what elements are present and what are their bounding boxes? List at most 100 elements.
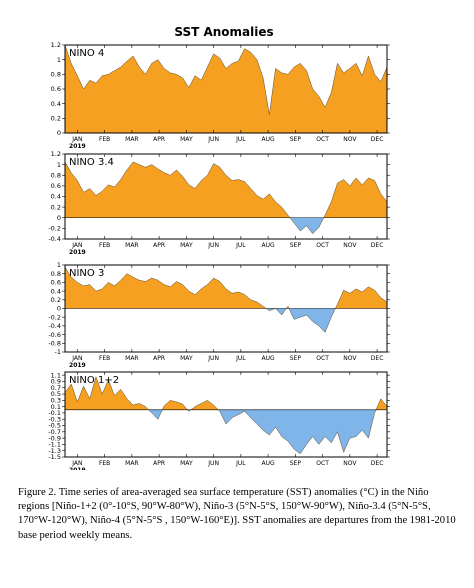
nino-3-ytick-label: 0.6 bbox=[51, 279, 61, 287]
nino-3-negative-area bbox=[65, 308, 387, 333]
nino-1-2-xtick-label: AUG bbox=[262, 460, 275, 467]
nino-3-4-xtick-label: JUN bbox=[207, 242, 219, 249]
nino-3-ytick-label: -0.2 bbox=[48, 313, 61, 321]
nino-4-xtick-label: DEC bbox=[371, 136, 384, 143]
nino-4-xtick-label: NOV bbox=[343, 136, 357, 143]
chart-title: SST Anomalies bbox=[174, 25, 273, 39]
nino-3-xtick-label: JUN bbox=[207, 355, 219, 362]
nino-3-4-xtick-label: NOV bbox=[343, 242, 357, 249]
nino-1-2-negative-area bbox=[65, 409, 387, 454]
nino-3-4-ytick-label: 0.4 bbox=[51, 193, 61, 201]
figure-caption: Figure 2. Time series of area-averaged s… bbox=[18, 487, 456, 541]
nino-1-2-ytick-label: 0.1 bbox=[51, 403, 61, 411]
nino-1-2-xtick-label: FEB bbox=[99, 460, 110, 467]
nino-4-ytick-label: 0.8 bbox=[51, 71, 61, 79]
nino-1-2-ytick-label: -0.9 bbox=[48, 434, 61, 442]
nino-3-4-ytick-label: 0.8 bbox=[51, 171, 61, 179]
nino-4-xtick-label: OCT bbox=[316, 136, 329, 143]
nino-4-xtick-label: AUG bbox=[262, 136, 275, 143]
nino-3-4-xtick-label: SEP bbox=[290, 242, 302, 249]
nino-3-4-positive-area bbox=[65, 161, 387, 218]
nino-1-2-ytick-label: -0.1 bbox=[48, 409, 61, 417]
nino-1-2-xtick-label: JUN bbox=[207, 460, 219, 467]
nino-3-4-xtick-label: MAY bbox=[180, 242, 193, 249]
nino-3-xtick-label: MAY bbox=[180, 355, 193, 362]
nino-3-xtick-label: JAN bbox=[71, 355, 82, 362]
nino-1-2-xtick-label: SEP bbox=[290, 460, 302, 467]
nino-1-2-ytick-label: -1.5 bbox=[48, 453, 61, 461]
nino-4-ytick-label: 0.4 bbox=[51, 100, 61, 108]
nino-4-year-label: 2019 bbox=[69, 143, 86, 150]
nino-3-4-xtick-label: AUG bbox=[262, 242, 275, 249]
nino-3-4-ytick-label: -0.2 bbox=[48, 225, 61, 233]
nino-3-xtick-label: SEP bbox=[290, 355, 302, 362]
nino-1-2-xtick-label: APR bbox=[153, 460, 165, 467]
nino-3-4-ytick-label: 0.6 bbox=[51, 182, 61, 190]
nino-1-2-ytick-label: -0.3 bbox=[48, 415, 61, 423]
nino-3-4-series-line bbox=[65, 161, 387, 235]
nino-1-2-series-line bbox=[65, 375, 387, 455]
nino-4-ytick-label: 0 bbox=[57, 129, 61, 137]
nino-3-4-xtick-label: MAR bbox=[125, 242, 138, 249]
nino-4-xtick-label: FEB bbox=[99, 136, 110, 143]
nino-3-4-ytick-label: 0.2 bbox=[51, 203, 61, 211]
nino-1-2-plot-frame bbox=[64, 371, 388, 458]
nino-1-2-positive-area bbox=[65, 376, 387, 410]
nino-3-4-year-label: 2019 bbox=[69, 249, 86, 256]
nino-3-ytick-label: 1 bbox=[57, 261, 61, 269]
nino-1-2-ytick-label: 1.1 bbox=[51, 371, 61, 379]
nino-3-positive-area bbox=[65, 267, 387, 309]
nino-3-ytick-label: -0.4 bbox=[48, 322, 61, 330]
nino-3-4-ytick-label: 1 bbox=[57, 161, 61, 169]
nino-4-ytick-label: 0.2 bbox=[51, 115, 61, 123]
nino-4-ytick-label: 1 bbox=[57, 56, 61, 64]
nino-4-ytick-label: 0.6 bbox=[51, 85, 61, 93]
nino-3-xtick-label: DEC bbox=[371, 355, 384, 362]
nino-3-4-xtick-label: FEB bbox=[99, 242, 110, 249]
nino-1-2-ytick-label: -1.1 bbox=[48, 441, 61, 449]
nino-1-2-xtick-label: MAY bbox=[180, 460, 193, 467]
nino-1-2-ytick-label: 0.9 bbox=[51, 378, 61, 386]
nino-1-2-year-label: 2019 bbox=[69, 467, 86, 470]
nino-1-2-xtick-label: JAN bbox=[71, 460, 82, 467]
nino-4-positive-area bbox=[65, 45, 387, 133]
nino-4-panel-label: NINO 4 bbox=[69, 48, 104, 59]
nino-3-xtick-label: FEB bbox=[99, 355, 110, 362]
nino-4-xtick-label: MAR bbox=[125, 136, 138, 143]
nino-3-ytick-label: 0.2 bbox=[51, 296, 61, 304]
nino-4-xtick-label: JAN bbox=[71, 136, 82, 143]
nino-3-4-panel-label: NINO 3.4 bbox=[69, 157, 114, 168]
nino-3-panel-label: NINO 3 bbox=[69, 268, 104, 279]
nino-3-4-ytick-label: 1.2 bbox=[51, 150, 61, 158]
nino-4-xtick-label: JUL bbox=[235, 136, 246, 143]
nino-3-year-label: 2019 bbox=[69, 362, 86, 369]
nino-3-xtick-label: AUG bbox=[262, 355, 275, 362]
nino-4-ytick-label: 1.2 bbox=[51, 41, 61, 49]
nino-3-4-ytick-label: -0.4 bbox=[48, 235, 61, 243]
nino-3-ytick-label: -0.6 bbox=[48, 331, 61, 339]
nino-3-4-xtick-label: JUL bbox=[235, 242, 246, 249]
nino-3-series-line bbox=[65, 267, 387, 333]
nino-3-4-ytick-label: 0 bbox=[57, 214, 61, 222]
nino-3-xtick-label: JUL bbox=[235, 355, 246, 362]
nino-4-xtick-label: JUN bbox=[207, 136, 219, 143]
nino-1-2-ytick-label: -1.3 bbox=[48, 447, 61, 455]
nino-3-xtick-label: OCT bbox=[316, 355, 329, 362]
nino-3-ytick-label: 0.4 bbox=[51, 287, 61, 295]
nino-3-4-negative-area bbox=[65, 217, 387, 234]
nino-1-2-ytick-label: -0.5 bbox=[48, 422, 61, 430]
nino-1-2-xtick-label: OCT bbox=[316, 460, 329, 467]
nino-3-ytick-label: -0.8 bbox=[48, 340, 61, 348]
nino-4-xtick-label: APR bbox=[153, 136, 165, 143]
nino-1-2-ytick-label: -0.7 bbox=[48, 428, 61, 436]
nino-1-2-ytick-label: 0.3 bbox=[51, 397, 61, 405]
nino-1-2-xtick-label: MAR bbox=[125, 460, 138, 467]
nino-1-2-ytick-label: 0.5 bbox=[51, 390, 61, 398]
nino-4-xtick-label: MAY bbox=[180, 136, 193, 143]
nino-3-ytick-label: -1 bbox=[55, 348, 61, 356]
nino-1-2-xtick-label: JUL bbox=[235, 460, 246, 467]
nino-1-2-xtick-label: DEC bbox=[371, 460, 384, 467]
nino-3-4-xtick-label: JAN bbox=[71, 242, 82, 249]
nino-3-4-xtick-label: APR bbox=[153, 242, 165, 249]
nino-3-4-xtick-label: DEC bbox=[371, 242, 384, 249]
